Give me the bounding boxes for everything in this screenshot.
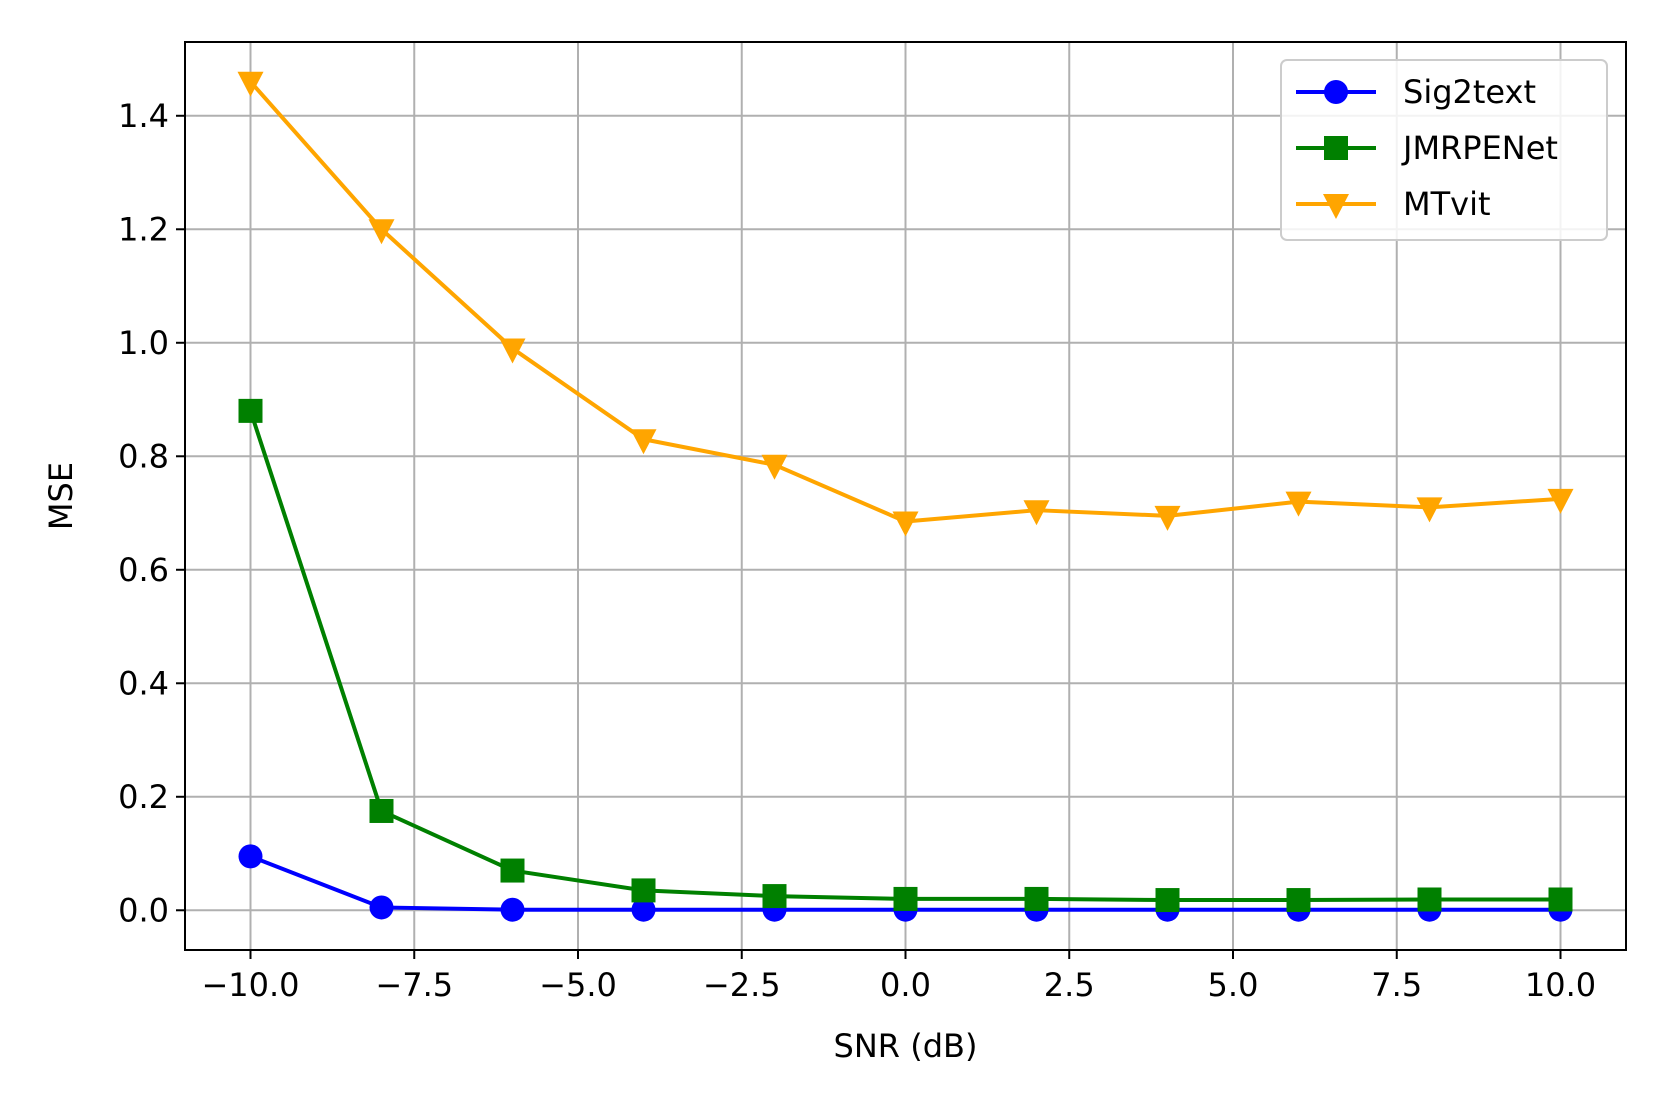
data-point — [892, 511, 919, 537]
data-point — [1023, 500, 1050, 526]
y-tick-label: 0.0 — [118, 891, 169, 929]
y-tick-label: 1.2 — [118, 210, 169, 248]
data-point — [238, 844, 263, 869]
legend-marker — [1324, 136, 1348, 160]
data-point — [893, 886, 918, 911]
legend-marker — [1324, 80, 1348, 104]
x-axis-label: SNR (dB) — [834, 1027, 978, 1065]
series-jmrpenet — [238, 398, 1573, 913]
data-point — [500, 858, 525, 883]
y-tick-label: 1.0 — [118, 324, 169, 362]
data-point — [500, 897, 525, 922]
data-point — [761, 454, 788, 480]
data-point — [1547, 488, 1574, 514]
y-tick-label: 0.6 — [118, 551, 169, 589]
data-point — [1417, 887, 1442, 912]
x-tick-label: −10.0 — [201, 966, 299, 1004]
y-axis-ticks: 0.0 0.2 0.4 0.6 0.8 1.0 1.2 1.4 — [118, 97, 185, 929]
series-mtvit — [237, 71, 1574, 537]
data-point — [1154, 505, 1181, 531]
data-point — [1024, 886, 1049, 911]
legend-label: Sig2text — [1403, 73, 1536, 111]
x-tick-label: 2.5 — [1044, 966, 1095, 1004]
data-point — [1285, 491, 1312, 517]
legend: Sig2text JMRPENet MTvit — [1280, 59, 1608, 241]
legend-entry: Sig2text — [1296, 73, 1536, 111]
data-point — [369, 798, 394, 823]
legend-box — [1280, 59, 1608, 241]
legend-label: JMRPENet — [1401, 129, 1558, 167]
x-tick-label: 7.5 — [1371, 966, 1422, 1004]
legend-label: MTvit — [1403, 185, 1491, 223]
legend-entry: MTvit — [1296, 185, 1491, 223]
x-tick-label: 0.0 — [880, 966, 931, 1004]
series-layer — [237, 71, 1574, 922]
data-point — [1548, 887, 1573, 912]
y-tick-label: 0.2 — [118, 778, 169, 816]
y-axis-label: MSE — [42, 462, 80, 530]
x-tick-label: 5.0 — [1208, 966, 1259, 1004]
x-tick-label: 10.0 — [1525, 966, 1596, 1004]
data-point — [368, 219, 395, 245]
y-tick-label: 1.4 — [118, 97, 169, 135]
data-point — [237, 71, 264, 97]
y-tick-label: 0.8 — [118, 437, 169, 475]
data-point — [631, 878, 656, 903]
legend-marker — [1323, 194, 1349, 219]
data-point — [1286, 888, 1311, 913]
x-tick-label: −2.5 — [703, 966, 781, 1004]
data-point — [631, 897, 656, 922]
data-point — [369, 895, 394, 920]
x-tick-label: −7.5 — [375, 966, 453, 1004]
data-point — [630, 429, 657, 455]
y-tick-label: 0.4 — [118, 664, 169, 702]
data-point — [1155, 888, 1180, 913]
data-point — [1416, 497, 1443, 523]
x-axis-ticks: −10.0 −7.5 −5.0 −2.5 0.0 2.5 5.0 7.5 10.0 — [201, 950, 1596, 1004]
data-point — [238, 398, 263, 423]
legend-entry: JMRPENet — [1296, 129, 1558, 167]
data-point — [499, 338, 526, 364]
data-point — [762, 884, 787, 909]
x-tick-label: −5.0 — [539, 966, 617, 1004]
